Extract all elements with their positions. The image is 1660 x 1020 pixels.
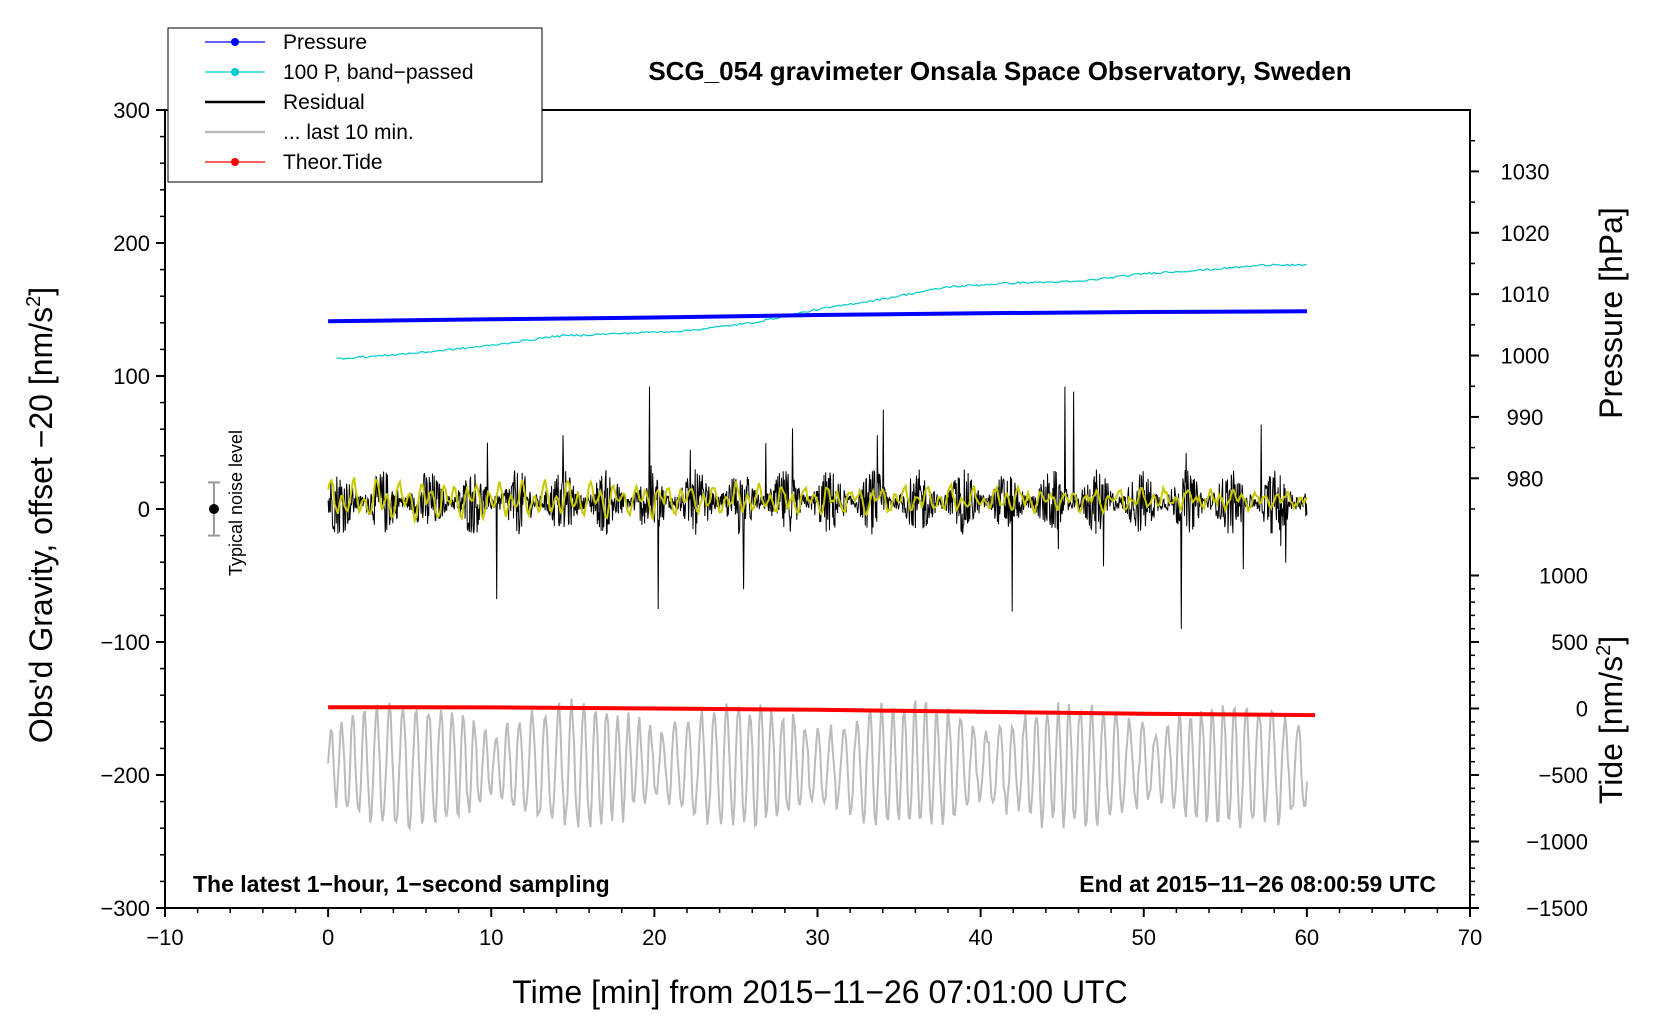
legend-label: Pressure [283, 31, 367, 54]
tide-axis-ticks: −1500 −1000 −500 0 500 1000 [1470, 564, 1588, 921]
x-axis-label: Time [min] from 2015−11−26 07:01:00 UTC [512, 974, 1127, 1010]
y-axis-label-tide-end: ] [1593, 636, 1629, 645]
pressure-tick-label: 980 [1507, 466, 1544, 491]
y-tick-label: 100 [113, 364, 150, 389]
x-tick-label: 70 [1458, 925, 1482, 950]
series-residual-smoothed [327, 477, 1308, 525]
tide-tick-label: −1000 [1526, 830, 1588, 855]
y-axis-label-gravity: Obs'd Gravity, offset −20 [nm/s2] [23, 287, 59, 743]
x-axis-ticks: −10 0 10 20 30 40 50 60 70 [146, 908, 1482, 950]
noise-level-label: Typical noise level [226, 430, 246, 576]
y-tick-label: 300 [113, 98, 150, 123]
x-tick-label: 0 [322, 925, 334, 950]
x-tick-label: −10 [146, 925, 183, 950]
series-100p-band-passed [336, 263, 1308, 360]
y-axis-label-tide-main: Tide [nm/s [1593, 656, 1629, 804]
x-tick-label: 50 [1132, 925, 1156, 950]
legend-marker [231, 68, 239, 76]
y-axis-label-gravity-end: ] [23, 287, 59, 296]
y-axis-label-tide: Tide [nm/s2] [1593, 636, 1629, 804]
y-tick-label: −300 [100, 896, 150, 921]
pressure-tick-label: 990 [1507, 405, 1544, 430]
x-tick-label: 10 [479, 925, 503, 950]
legend-marker [231, 158, 239, 166]
chart-title: SCG_054 gravimeter Onsala Space Observat… [648, 56, 1351, 86]
tide-tick-label: −1500 [1526, 896, 1588, 921]
x-tick-label: 60 [1295, 925, 1319, 950]
legend-marker [231, 38, 239, 46]
series-residual [327, 386, 1308, 629]
y-axis-label-gravity-main: Obs'd Gravity, offset −20 [nm/s [23, 307, 59, 743]
x-tick-label: 20 [642, 925, 666, 950]
legend-label: Theor.Tide [283, 151, 383, 174]
y-tick-label: 0 [138, 497, 150, 522]
tide-tick-label: −500 [1538, 763, 1588, 788]
series-theor-tide [328, 705, 1316, 718]
pressure-tick-label: 1010 [1501, 282, 1550, 307]
pressure-tick-label: 1000 [1501, 344, 1550, 369]
noise-center-dot [208, 504, 219, 514]
y-tick-label: −100 [100, 630, 150, 655]
pressure-tick-label: 1030 [1501, 159, 1550, 184]
end-time-annotation: End at 2015−11−26 08:00:59 UTC [1079, 871, 1436, 897]
noise-level-indicator: Typical noise level [207, 430, 246, 576]
legend-label: ... last 10 min. [283, 121, 414, 144]
x-tick-label: 30 [805, 925, 829, 950]
tide-tick-label: 1000 [1539, 564, 1588, 589]
series-last-10-min [327, 698, 1308, 832]
y-axis-label-tide-sup: 2 [1593, 645, 1615, 656]
tide-tick-label: 0 [1576, 697, 1588, 722]
y-axis-ticks: −300 −200 −100 0 100 200 300 [100, 98, 165, 921]
y-tick-label: −200 [100, 763, 150, 788]
plot-lines [327, 263, 1316, 832]
pressure-axis-ticks: 980 990 1000 1010 1020 1030 [1470, 139, 1550, 510]
legend-label: 100 P, band−passed [283, 61, 474, 84]
x-tick-label: 40 [968, 925, 992, 950]
legend: Pressure 100 P, band−passed Residual ... la… [167, 27, 543, 183]
y-axis-label-pressure: Pressure [hPa] [1593, 207, 1629, 419]
y-tick-label: 200 [113, 231, 150, 256]
y-axis-label-gravity-sup: 2 [23, 296, 45, 307]
sampling-annotation: The latest 1−hour, 1−second sampling [193, 871, 610, 897]
pressure-tick-label: 1020 [1501, 221, 1550, 246]
legend-label: Residual [283, 91, 365, 114]
legend-box [167, 27, 543, 183]
tide-tick-label: 500 [1551, 630, 1588, 655]
series-pressure [328, 309, 1307, 324]
